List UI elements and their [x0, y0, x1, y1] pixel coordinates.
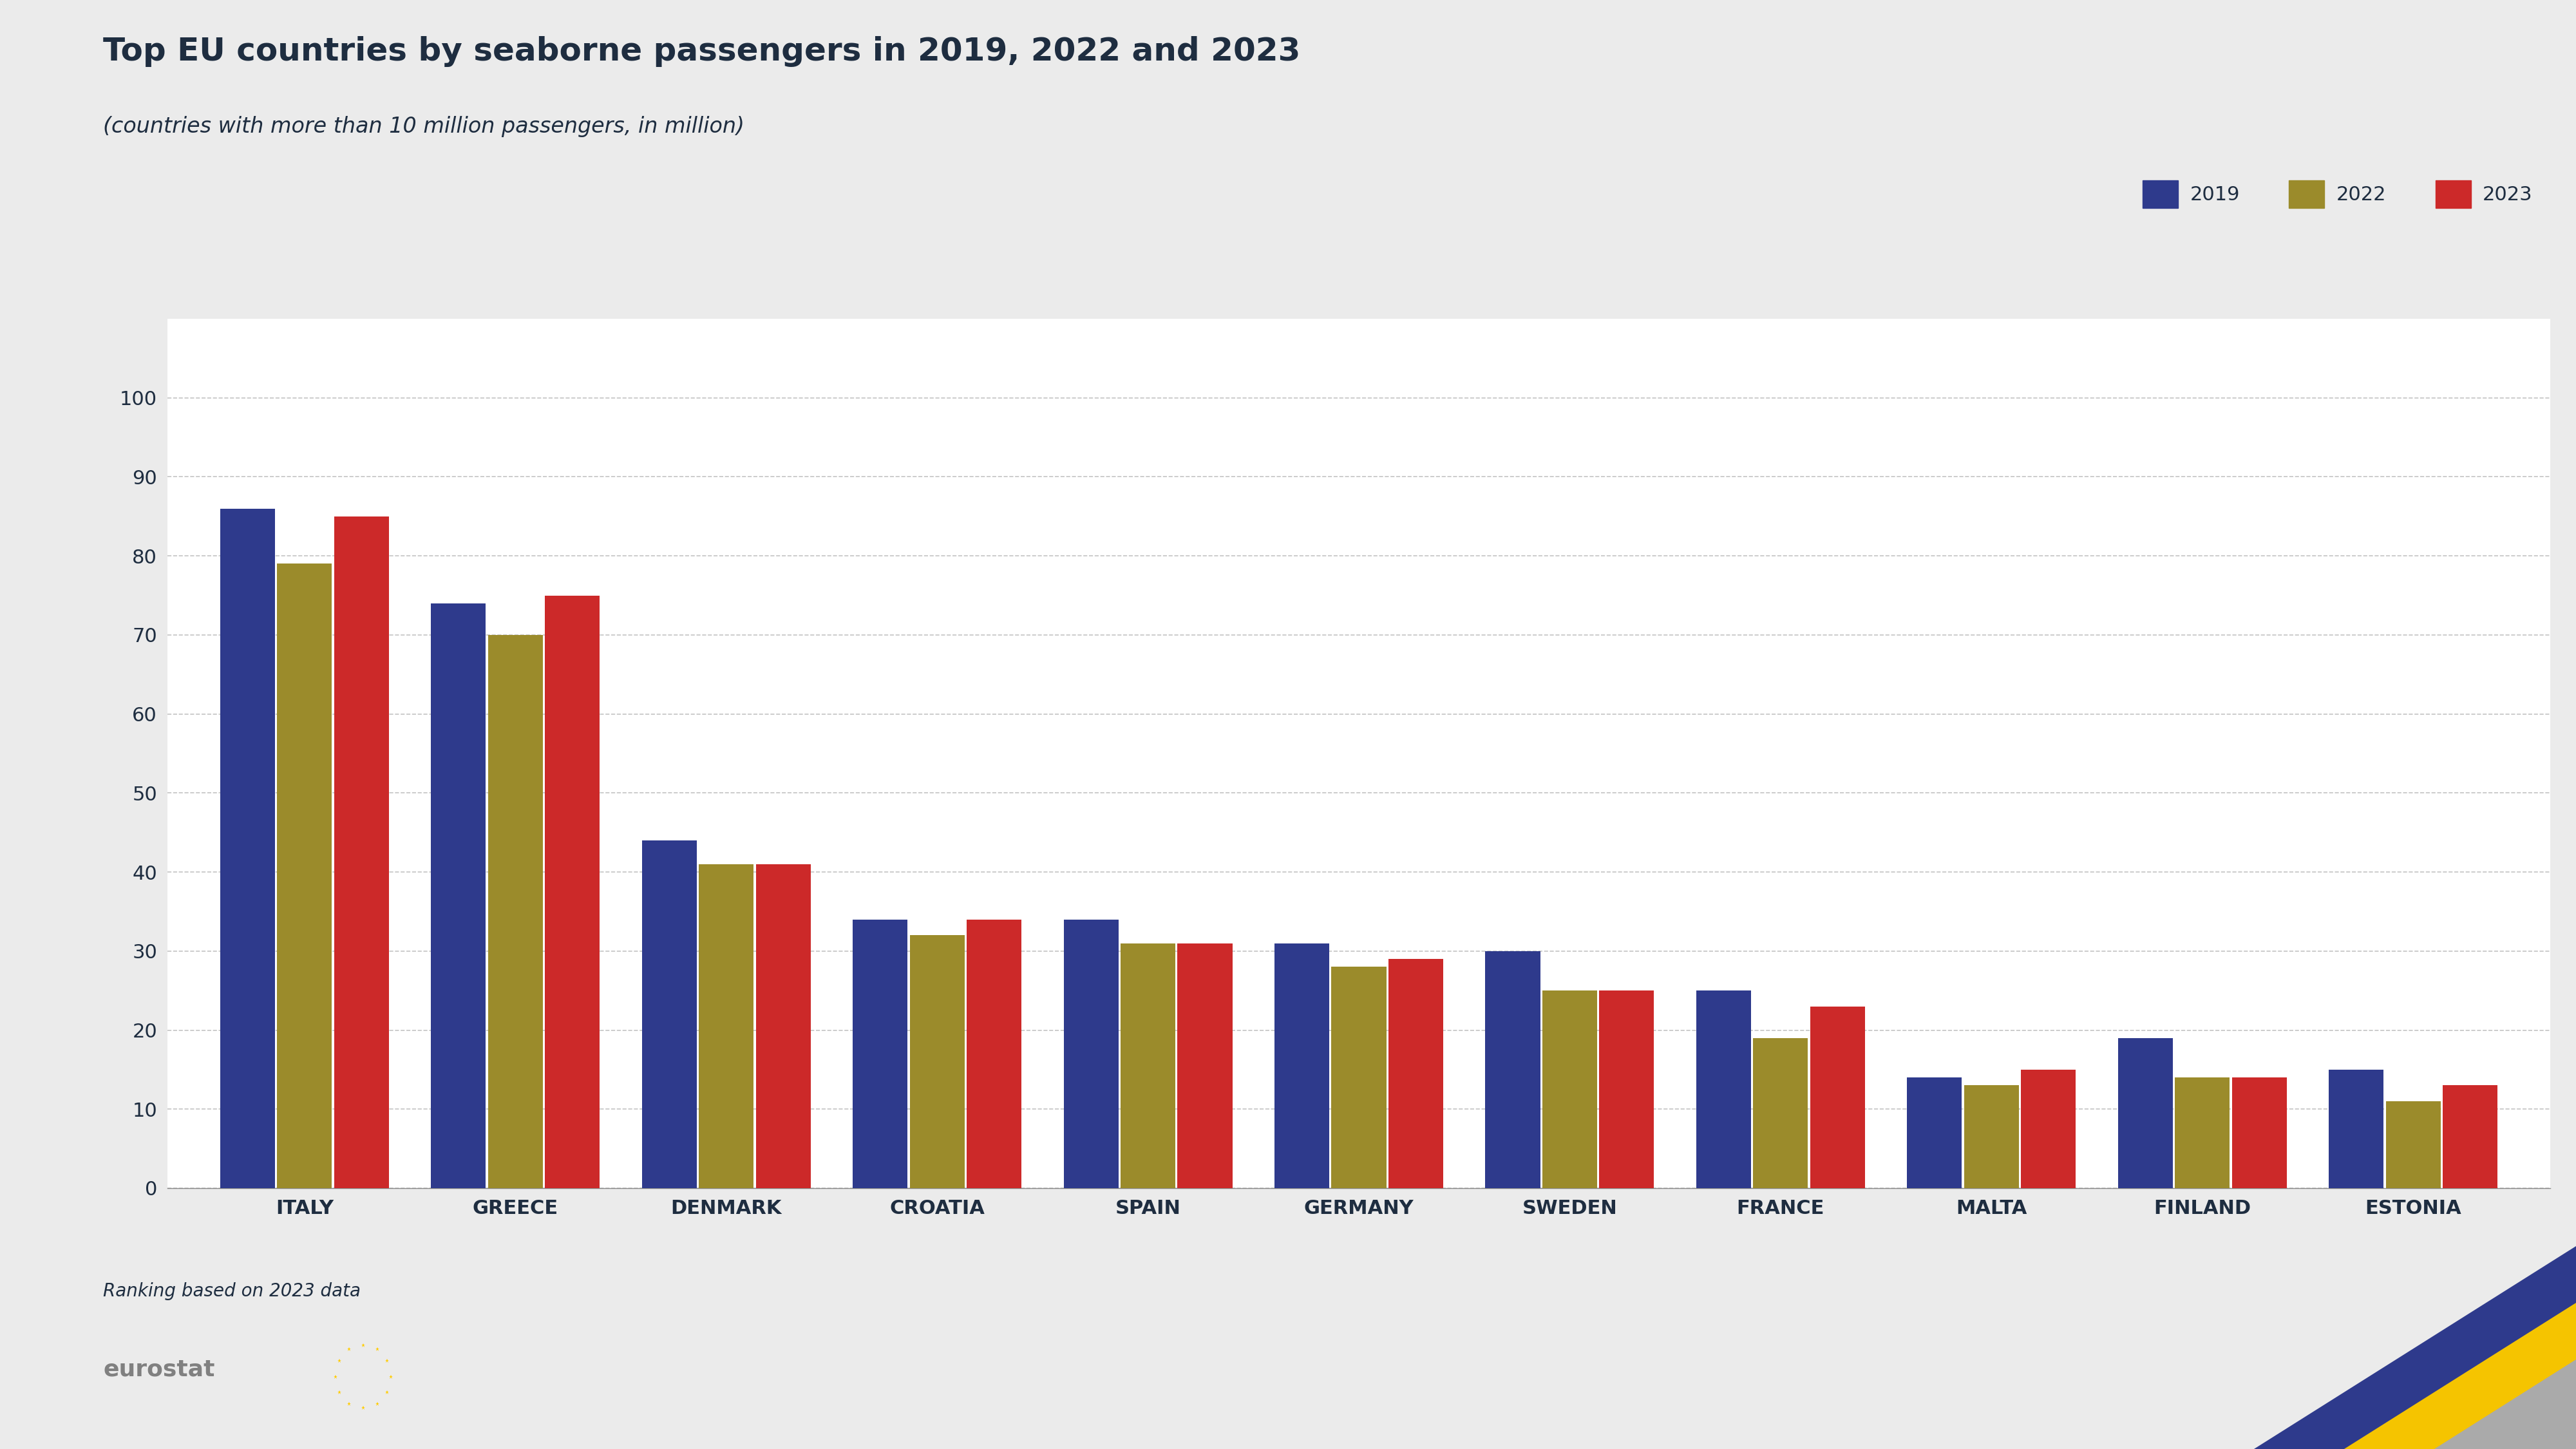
Bar	[1754, 1037, 1808, 1188]
Bar	[2022, 1069, 2076, 1188]
Bar	[1600, 991, 1654, 1188]
Bar	[1811, 1007, 1865, 1188]
Bar	[546, 596, 600, 1188]
Bar	[1275, 943, 1329, 1188]
Bar	[2117, 1037, 2172, 1188]
Bar	[487, 635, 544, 1188]
Bar	[698, 864, 755, 1188]
Bar	[219, 509, 276, 1188]
Polygon shape	[2434, 1359, 2576, 1449]
Bar	[1543, 991, 1597, 1188]
Polygon shape	[2254, 1246, 2576, 1449]
Legend: 2019, 2022, 2023: 2019, 2022, 2023	[2136, 172, 2540, 216]
Bar	[2174, 1078, 2231, 1188]
Bar	[335, 516, 389, 1188]
Bar	[1064, 920, 1118, 1188]
Text: eurostat: eurostat	[103, 1358, 214, 1381]
Bar	[641, 840, 696, 1188]
Text: Top EU countries by seaborne passengers in 2019, 2022 and 2023: Top EU countries by seaborne passengers …	[103, 36, 1301, 67]
Bar	[1388, 959, 1443, 1188]
Bar	[966, 920, 1023, 1188]
Bar	[1177, 943, 1231, 1188]
Bar	[1695, 991, 1752, 1188]
Bar	[1332, 966, 1386, 1188]
Bar	[1121, 943, 1175, 1188]
Text: Ranking based on 2023 data: Ranking based on 2023 data	[103, 1282, 361, 1300]
Bar	[755, 864, 811, 1188]
Bar	[2442, 1085, 2499, 1188]
Polygon shape	[2344, 1303, 2576, 1449]
Bar	[1963, 1085, 2020, 1188]
Bar	[2329, 1069, 2383, 1188]
Bar	[853, 920, 907, 1188]
Bar	[2385, 1101, 2439, 1188]
Bar	[278, 564, 332, 1188]
Bar	[1906, 1078, 1963, 1188]
Bar	[909, 935, 963, 1188]
Bar	[430, 603, 487, 1188]
Bar	[1486, 951, 1540, 1188]
Bar	[2231, 1078, 2287, 1188]
Text: (countries with more than 10 million passengers, in million): (countries with more than 10 million pas…	[103, 116, 744, 138]
